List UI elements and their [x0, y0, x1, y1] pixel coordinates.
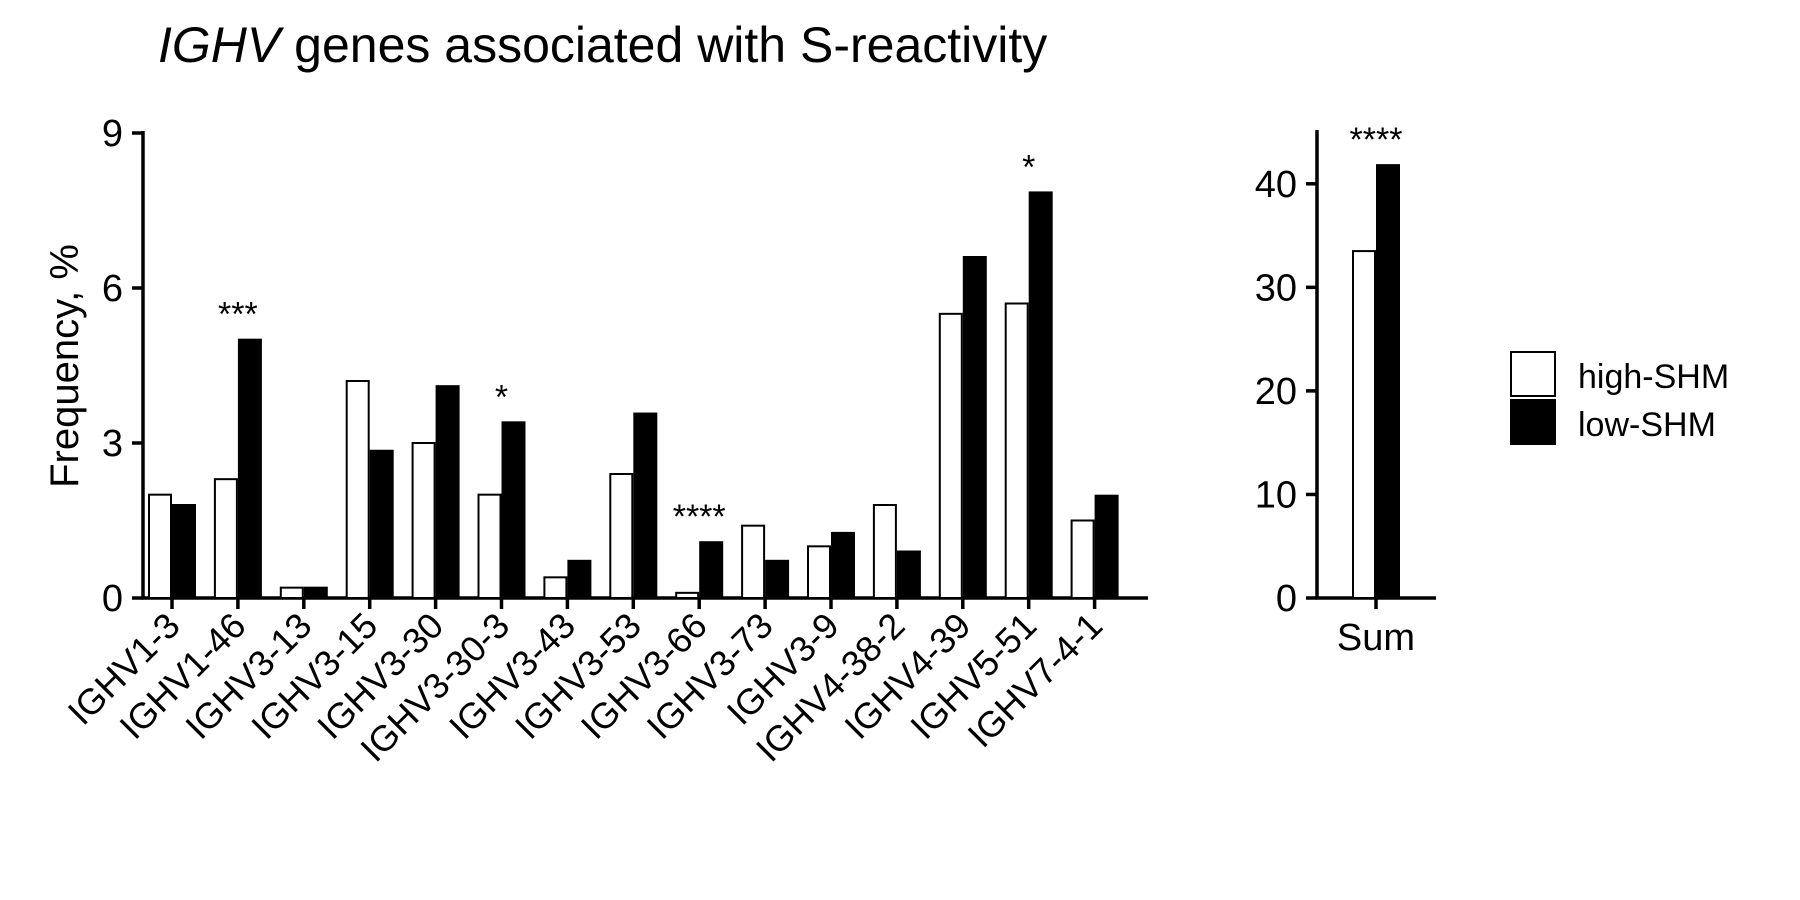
legend-label-low-shm: low-SHM [1578, 406, 1716, 444]
main-bar-high-shm-ighv3-15 [345, 380, 370, 599]
main-y-tick-label: 6 [102, 268, 123, 310]
main-bar-low-shm-ighv4-38-2 [896, 550, 921, 599]
main-y-tick-label: 3 [102, 423, 123, 465]
main-bar-high-shm-ighv5-51 [1004, 302, 1029, 599]
legend-swatch-low-shm [1510, 399, 1556, 445]
chart-title-rest: genes associated with S-reactivity [280, 17, 1047, 73]
main-bar-low-shm-ighv3-73 [765, 559, 790, 599]
sum-chart-labels: 0 10 20 30 40 Sum **** [1255, 121, 1415, 659]
main-bar-low-shm-ighv3-43 [567, 559, 592, 599]
legend-label-high-shm: high-SHM [1578, 358, 1729, 396]
sum-category-label: Sum [1337, 617, 1415, 659]
sum-y-tick-label: 10 [1255, 474, 1297, 516]
sum-chart-bars [1352, 164, 1400, 599]
main-bar-high-shm-ighv3-73 [741, 524, 766, 600]
sum-bar-high-shm-sum [1352, 250, 1376, 599]
main-chart-bars [148, 191, 1119, 600]
main-bar-high-shm-ighv3-30-3 [477, 493, 502, 599]
chart-title: IGHV genes associated with S-reactivity [158, 17, 1047, 73]
main-bar-low-shm-ighv4-39 [962, 256, 987, 599]
main-bar-high-shm-ighv4-39 [938, 312, 963, 599]
sum-y-tick-label: 0 [1276, 578, 1297, 620]
main-bar-high-shm-ighv1-3 [148, 493, 172, 599]
main-bar-high-shm-ighv3-43 [543, 576, 568, 599]
main-bar-high-shm-ighv7-4-1 [1070, 519, 1095, 599]
main-bar-low-shm-ighv1-46 [237, 338, 262, 599]
main-significance-label: *** [218, 296, 258, 334]
main-bar-high-shm-ighv4-38-2 [872, 504, 897, 599]
main-bar-low-shm-ighv3-30-3 [501, 421, 526, 600]
main-bar-high-shm-ighv3-30 [411, 442, 436, 599]
sum-y-tick-label: 40 [1255, 164, 1297, 206]
main-significance-label: **** [673, 498, 726, 536]
main-bar-high-shm-ighv3-66 [675, 591, 700, 599]
main-significance-label: * [495, 378, 508, 416]
y-axis-label: Frequency, % [43, 244, 87, 488]
legend-swatch-high-shm [1510, 351, 1556, 397]
main-bar-high-shm-ighv1-46 [213, 478, 238, 599]
main-bar-high-shm-ighv3-13 [279, 586, 304, 600]
main-bar-high-shm-ighv3-9 [807, 545, 831, 599]
main-significance-label: * [1022, 148, 1035, 186]
legend: high-SHM low-SHM [1510, 351, 1729, 445]
main-bar-high-shm-ighv3-53 [609, 473, 634, 599]
main-bar-low-shm-ighv7-4-1 [1094, 494, 1119, 600]
sum-significance-label: **** [1350, 121, 1403, 159]
main-y-tick-label: 0 [102, 578, 123, 620]
main-bar-low-shm-ighv3-9 [831, 531, 855, 600]
main-bar-low-shm-ighv3-13 [303, 586, 328, 600]
main-bar-low-shm-ighv1-3 [172, 504, 196, 599]
sum-bar-low-shm-sum [1376, 164, 1400, 599]
sum-y-tick-label: 30 [1255, 267, 1297, 309]
main-bar-low-shm-ighv3-30 [435, 385, 460, 599]
chart-title-italic: IGHV [158, 17, 285, 73]
main-y-tick-label: 9 [102, 113, 123, 155]
main-bar-low-shm-ighv3-15 [369, 449, 394, 599]
main-bar-low-shm-ighv5-51 [1028, 191, 1053, 600]
sum-y-tick-label: 20 [1255, 371, 1297, 413]
main-bar-low-shm-ighv3-66 [699, 541, 724, 600]
main-bar-low-shm-ighv3-53 [633, 412, 658, 599]
